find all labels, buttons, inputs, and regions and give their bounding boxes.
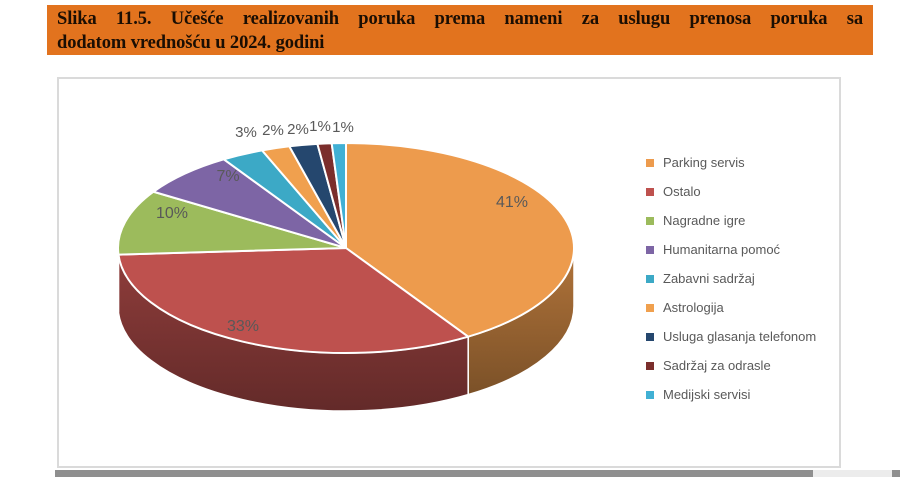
legend-label: Astrologija (663, 300, 724, 315)
pie-data-label-ostalo: 33% (227, 318, 259, 335)
legend-color-swatch-icon (646, 216, 654, 225)
legend-color-swatch-icon (646, 332, 654, 341)
pie-data-label-humanitarna-pomoc: 7% (216, 168, 239, 185)
figure-title-line-1: Slika 11.5. Učešće realizovanih poruka p… (57, 9, 863, 29)
legend-label: Sadržaj za odrasle (663, 358, 771, 373)
figure-title-bar: Slika 11.5. Učešće realizovanih poruka p… (47, 5, 873, 55)
legend-label: Medijski servisi (663, 387, 751, 402)
pie-slice-nagradne-igre (117, 190, 347, 256)
legend-label: Ostalo (663, 184, 701, 199)
horizontal-scrollbar[interactable] (55, 470, 900, 477)
legend-item-parking-servis: Parking servis (646, 148, 840, 177)
pie-tops (117, 142, 575, 354)
legend-item-usluga-glasanja-telefonom: Usluga glasanja telefonom (646, 322, 840, 351)
scrollbar-thumb[interactable] (55, 470, 813, 477)
legend-color-swatch-icon (646, 303, 654, 312)
legend-item-humanitarna-pomoc: Humanitarna pomoć (646, 235, 840, 264)
legend-item-nagradne-igre: Nagradne igre (646, 206, 840, 235)
legend-label: Humanitarna pomoć (663, 242, 781, 257)
pie-data-label-parking-servis: 41% (496, 194, 528, 211)
pie-data-label-sadrzaj-za-odrasle: 1% (309, 118, 331, 135)
legend-color-swatch-icon (646, 245, 654, 254)
legend-label: Zabavni sadržaj (663, 271, 755, 286)
pie-slice-ostalo (117, 247, 470, 354)
legend-label: Parking servis (663, 155, 745, 170)
legend-item-medijski-servisi: Medijski servisi (646, 380, 840, 409)
legend-label: Usluga glasanja telefonom (663, 329, 817, 344)
legend-color-swatch-icon (646, 274, 654, 283)
legend-item-zabavni-sadrzaj: Zabavni sadržaj (646, 264, 840, 293)
chart-legend: Parking servis Ostalo Nagradne igre Humanit… (646, 148, 840, 409)
legend-color-swatch-icon (646, 187, 654, 196)
pie-labels: 41%33%10%7%3% 2% 2% 1% 1% (156, 118, 528, 335)
pie-data-label-nagradne-igre: 10% (156, 205, 188, 222)
figure-title-line-2: dodatom vrednošću u 2024. godini (57, 33, 325, 53)
legend-color-swatch-icon (646, 361, 654, 370)
pie-data-label-usluga-glasanja-telefonom: 2% (287, 121, 309, 138)
pie-data-label-medijski-servisi: 1% (332, 119, 354, 136)
legend-item-ostalo: Ostalo (646, 177, 840, 206)
scrollbar-right-nub[interactable] (892, 470, 900, 477)
legend-color-swatch-icon (646, 390, 654, 399)
pie-data-label-astrologija: 2% (262, 122, 284, 139)
pie-data-label-zabavni-sadrzaj: 3% (235, 124, 257, 141)
legend-color-swatch-icon (646, 158, 654, 167)
legend-item-astrologija: Astrologija (646, 293, 840, 322)
legend-label: Nagradne igre (663, 213, 746, 228)
legend-item-sadrzaj-za-odrasle: Sadržaj za odrasle (646, 351, 840, 380)
pie-slice-medijski-servisi (330, 142, 347, 249)
